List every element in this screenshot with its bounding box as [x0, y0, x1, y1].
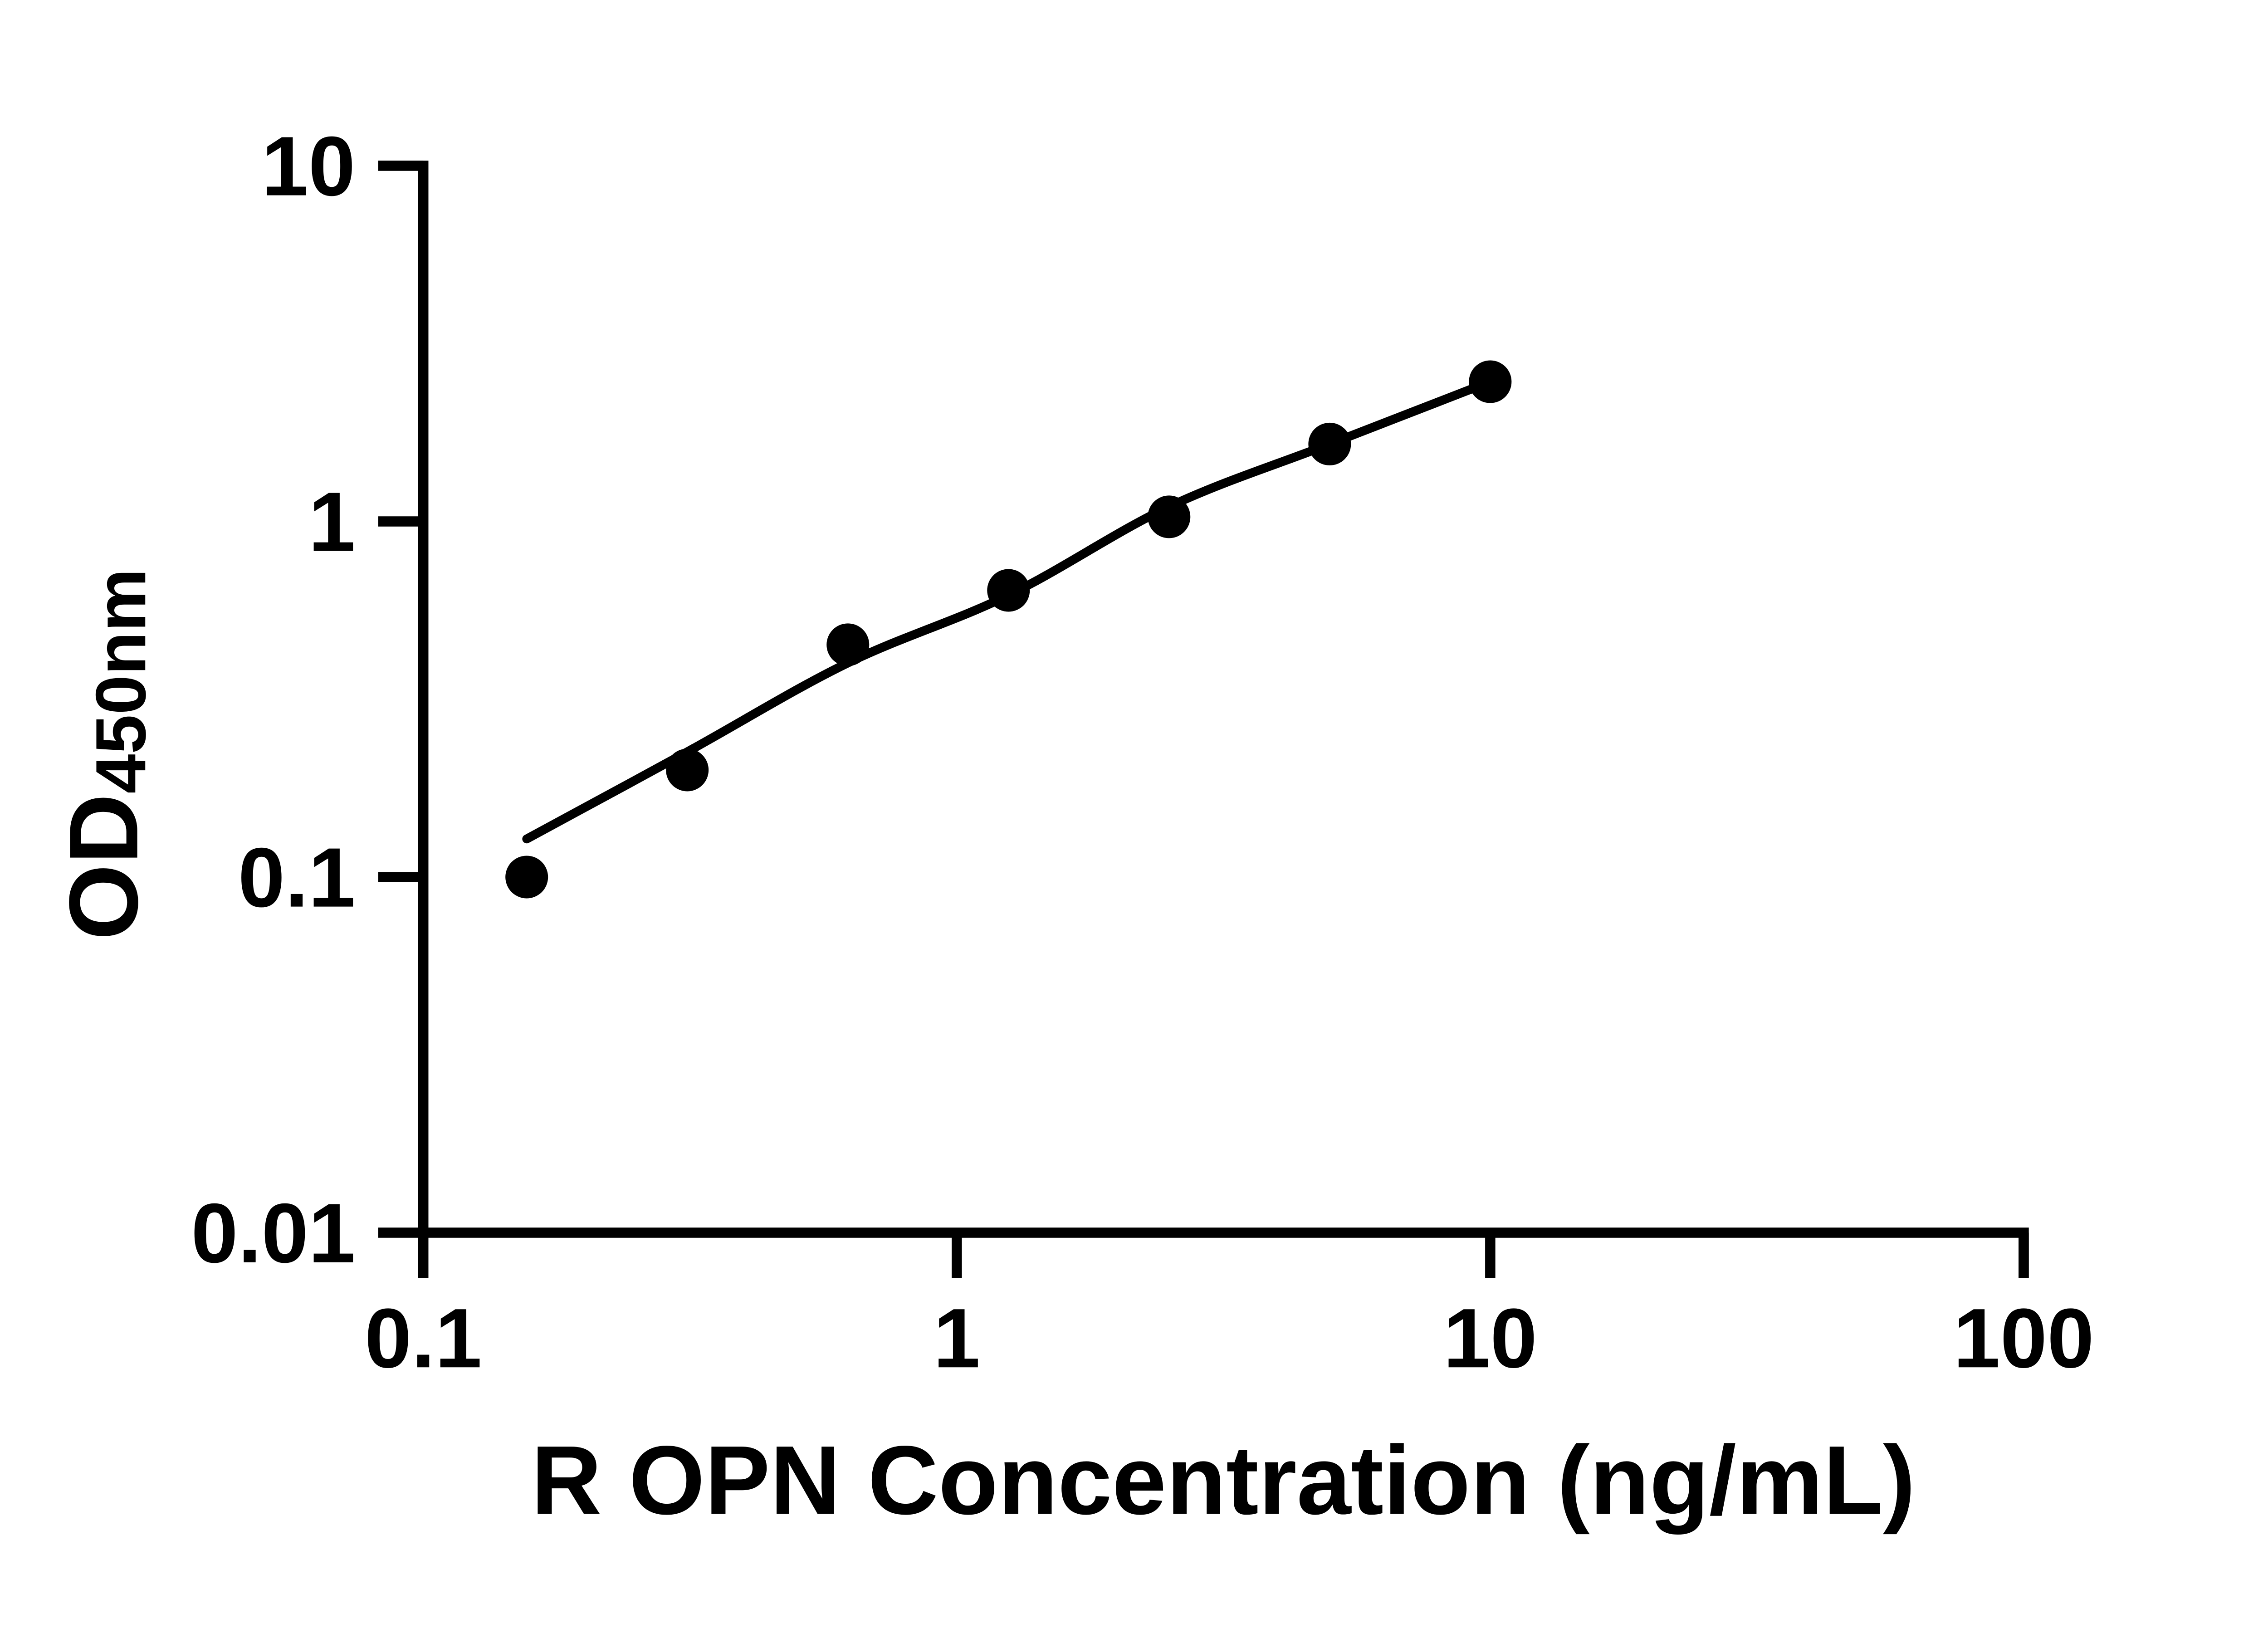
y-axis-title: OD450nm: [49, 568, 161, 940]
data-point: [1148, 495, 1191, 538]
data-point: [1469, 360, 1512, 403]
y-tick-label: 10: [261, 120, 355, 214]
chart-background: [0, 17, 2268, 1616]
x-tick-label: 1: [934, 1291, 980, 1385]
data-point: [1308, 422, 1351, 465]
y-axis-title-main: OD: [49, 794, 158, 940]
y-axis-title-subscript: 450nm: [81, 568, 161, 793]
axis-tick-marks: [378, 161, 2029, 1278]
y-tick-label: 0.1: [238, 831, 356, 925]
y-tick-label: 0.01: [191, 1187, 355, 1281]
data-point: [987, 569, 1030, 612]
data-point-markers: [505, 360, 1512, 899]
y-axis-tick-labels: 10 1 0.1 0.01: [191, 120, 355, 1281]
x-axis-title: R OPN Concentration (ng/mL): [531, 1425, 1916, 1535]
x-axis-tick-labels: 0.1 1 10 100: [365, 1291, 2094, 1385]
data-point: [826, 623, 870, 666]
x-tick-label: 10: [1443, 1291, 1537, 1385]
x-tick-label: 100: [1953, 1291, 2094, 1385]
x-tick-label: 0.1: [365, 1291, 482, 1385]
data-point: [505, 856, 548, 899]
y-tick-label: 1: [308, 475, 355, 569]
data-point: [666, 748, 709, 792]
